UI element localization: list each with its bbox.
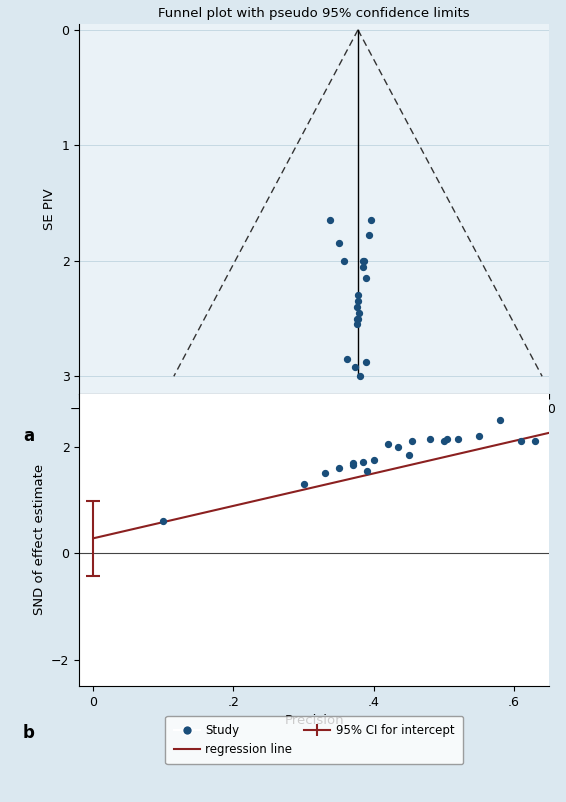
Point — [351, 361, 360, 374]
Point — [383, 438, 392, 451]
Point — [361, 356, 370, 369]
Legend: Study, regression line, 95% CI for intercept: Study, regression line, 95% CI for inter… — [165, 716, 463, 764]
Point — [353, 312, 362, 325]
Point — [334, 462, 343, 475]
Point — [361, 272, 370, 285]
Point — [366, 214, 375, 227]
Point — [408, 435, 417, 448]
Text: a: a — [23, 427, 34, 445]
X-axis label: log plv: log plv — [291, 422, 337, 435]
Point — [365, 229, 374, 242]
Y-axis label: SE PIV: SE PIV — [43, 188, 56, 229]
Point — [453, 432, 462, 445]
Point — [348, 459, 357, 472]
Point — [358, 260, 367, 273]
Point — [516, 435, 525, 448]
Point — [353, 301, 362, 314]
Point — [320, 467, 329, 480]
Point — [394, 440, 403, 453]
Point — [353, 295, 362, 308]
Point — [360, 254, 369, 267]
Point — [325, 214, 335, 227]
Point — [359, 456, 368, 468]
Point — [353, 312, 362, 325]
Y-axis label: SND of effect estimate: SND of effect estimate — [33, 464, 46, 615]
Point — [299, 478, 308, 491]
Point — [340, 254, 349, 267]
Point — [355, 370, 364, 383]
Point — [425, 432, 434, 445]
Point — [530, 435, 539, 448]
X-axis label: Precision: Precision — [284, 715, 344, 727]
Point — [353, 289, 362, 302]
Point — [362, 464, 371, 477]
Point — [439, 435, 448, 448]
Point — [474, 430, 483, 443]
Point — [358, 254, 367, 267]
Point — [443, 432, 452, 445]
Point — [353, 318, 362, 330]
Point — [495, 414, 504, 427]
Point — [354, 306, 363, 319]
Point — [159, 515, 168, 528]
Text: b: b — [23, 724, 35, 742]
Title: Funnel plot with pseudo 95% confidence limits: Funnel plot with pseudo 95% confidence l… — [158, 7, 470, 20]
Point — [348, 456, 357, 469]
Point — [342, 353, 351, 366]
Point — [369, 454, 378, 467]
Point — [404, 448, 413, 461]
Point — [335, 237, 344, 250]
